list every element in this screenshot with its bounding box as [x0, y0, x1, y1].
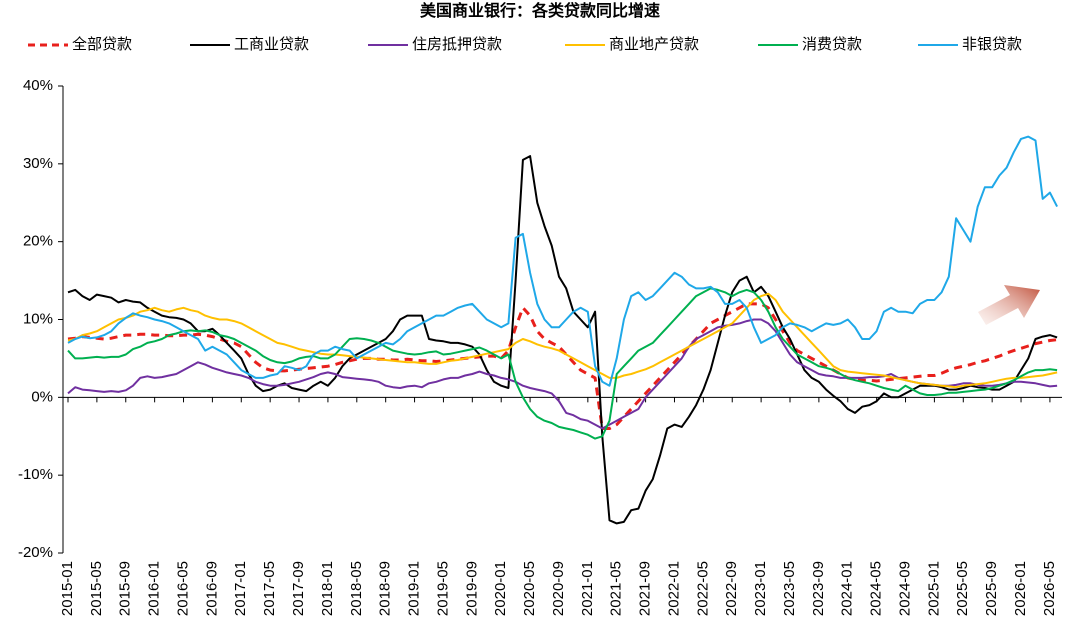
x-tick-label: 2026-05 — [1041, 561, 1058, 616]
x-tick-label: 2015-05 — [88, 561, 105, 616]
legend-label: 非银贷款 — [962, 36, 1022, 53]
y-tick-label: -20% — [18, 544, 53, 561]
x-tick-label: 2023-09 — [810, 561, 827, 616]
x-tick-label: 2025-01 — [925, 561, 942, 616]
series-line — [67, 155, 1058, 525]
x-tick-label: 2015-09 — [117, 561, 134, 616]
x-tick-label: 2016-09 — [203, 561, 220, 616]
x-tick-label: 2026-01 — [1012, 561, 1029, 616]
x-tick-label: 2020-01 — [492, 561, 509, 616]
y-tick-label: -10% — [18, 466, 53, 483]
y-tick-label: 10% — [23, 310, 53, 327]
x-tick-label: 2017-05 — [261, 561, 278, 616]
x-tick-label: 2024-01 — [839, 561, 856, 616]
x-tick-label: 2022-05 — [694, 561, 711, 616]
x-tick-label: 2019-01 — [406, 561, 423, 616]
x-tick-label: 2024-09 — [896, 561, 913, 616]
x-tick-label: 2018-01 — [319, 561, 336, 616]
x-tick-label: 2016-01 — [146, 561, 163, 616]
series-line — [67, 318, 1058, 430]
x-tick-label: 2022-09 — [723, 561, 740, 616]
series-line — [67, 302, 1058, 430]
x-tick-label: 2020-05 — [521, 561, 538, 616]
series-line — [67, 135, 1058, 387]
x-tick-label: 2019-05 — [434, 561, 451, 616]
x-tick-label: 2018-09 — [377, 561, 394, 616]
x-tick-label: 2021-05 — [608, 561, 625, 616]
x-tick-label: 2017-09 — [290, 561, 307, 616]
y-tick-label: 20% — [23, 233, 53, 250]
legend-label: 工商业贷款 — [234, 36, 309, 53]
series-line — [67, 292, 1058, 389]
x-tick-label: 2021-01 — [579, 561, 596, 616]
x-tick-label: 2018-05 — [348, 561, 365, 616]
x-tick-label: 2023-05 — [781, 561, 798, 616]
x-tick-label: 2025-05 — [954, 561, 971, 616]
x-tick-label: 2023-01 — [752, 561, 769, 616]
y-tick-label: 0% — [31, 388, 53, 405]
y-tick-label: 40% — [23, 77, 53, 94]
trend-arrow — [978, 285, 1040, 325]
x-tick-label: 2025-09 — [983, 561, 1000, 616]
x-tick-label: 2020-09 — [550, 561, 567, 616]
legend-label: 消费贷款 — [802, 36, 862, 53]
x-tick-label: 2019-09 — [463, 561, 480, 616]
y-tick-label: 30% — [23, 155, 53, 172]
x-tick-label: 2022-01 — [665, 561, 682, 616]
x-tick-label: 2021-09 — [637, 561, 654, 616]
legend-label: 全部贷款 — [72, 35, 132, 53]
x-tick-label: 2024-05 — [868, 561, 885, 616]
series-line — [67, 287, 1058, 440]
x-tick-label: 2016-05 — [174, 561, 191, 616]
x-tick-label: 2015-01 — [59, 561, 76, 616]
legend-label: 商业地产贷款 — [609, 36, 699, 53]
chart-title: 美国商业银行：各类贷款同比增速 — [420, 1, 660, 20]
x-tick-label: 2017-01 — [232, 561, 249, 616]
legend-label: 住房抵押贷款 — [412, 36, 502, 53]
